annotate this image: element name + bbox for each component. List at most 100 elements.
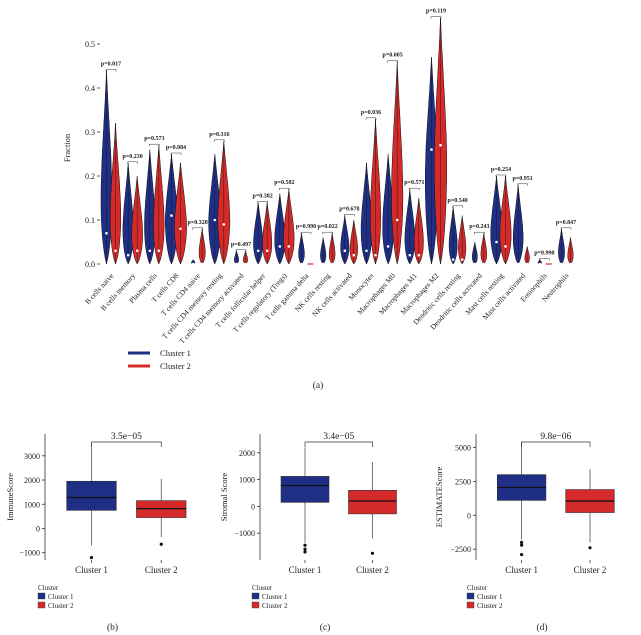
violin-cluster-2	[567, 237, 574, 266]
p-value-label: p=0.084	[166, 145, 186, 151]
y-tick-label: 1000	[24, 500, 40, 509]
p-value-bracket	[214, 139, 225, 142]
x-tick-label: Cluster 1	[75, 565, 108, 575]
p-value-bracket	[452, 205, 463, 208]
legend-swatch	[466, 601, 475, 609]
violin-cluster-2	[243, 250, 248, 266]
p-value-label: p=0.017	[101, 61, 121, 67]
outlier-point	[159, 542, 163, 546]
p-value-label: p=0.036	[361, 110, 381, 116]
legend-label: Cluster 1	[262, 593, 288, 601]
violin-cluster-1	[100, 70, 113, 265]
p-value-bracket	[127, 161, 138, 164]
violin-cluster-2	[109, 123, 122, 265]
violin-cluster-2-median	[265, 249, 269, 253]
violin-cluster-2-median	[352, 253, 356, 257]
y-tick-label: −2500	[450, 545, 471, 554]
y-tick-label: 0	[36, 525, 40, 534]
outlier-point	[370, 551, 375, 555]
y-tick-label: 1000	[239, 476, 255, 485]
box-cluster-1	[496, 442, 547, 557]
outlier-point	[303, 543, 307, 547]
violin-cluster-1-median	[365, 249, 368, 253]
violin-cluster-1-median	[516, 262, 520, 266]
x-tick-label: Cluster 1	[289, 565, 322, 575]
legend-label-cluster-2: Cluster 2	[160, 361, 191, 371]
violin-cluster-2	[262, 202, 273, 265]
violin-cluster-2-median	[200, 262, 204, 266]
legend-label: Cluster 1	[477, 593, 503, 601]
box-body	[348, 489, 397, 515]
p-value-bracket	[365, 117, 377, 120]
p-value-label: p=0.254	[491, 167, 511, 173]
y-tick-label: 0.1	[85, 216, 95, 225]
p-value-label: 3.4e−05	[323, 432, 354, 442]
violin-chart-panel-a: 0.0 0.1 0.2 0.3 0.4 0.5 Fraction p=0.017 p=0.2…	[62, 9, 576, 391]
violin-cluster-1	[234, 250, 239, 266]
significance-bracket	[521, 441, 591, 447]
violin-cluster-2	[370, 118, 381, 265]
legend-title: Cluster	[38, 584, 59, 592]
violin-cluster-1-median	[235, 262, 238, 266]
y-tick-label: 3000	[24, 452, 40, 461]
y-tick-label: 2000	[24, 476, 40, 485]
panel-label-a: (a)	[313, 380, 324, 391]
outlier-point	[520, 543, 524, 547]
y-tick-label: 0.3	[85, 128, 95, 137]
y-axis-label: ESTIMATEScore	[434, 467, 444, 528]
violin-cluster-2-median	[439, 143, 442, 147]
legend-swatch	[251, 592, 260, 600]
violin-cluster-1-median	[430, 148, 433, 151]
violin-cluster-2-median	[460, 258, 464, 261]
violin-cluster-2-median	[525, 262, 529, 266]
violin-cluster-2	[524, 246, 530, 266]
violin-cluster-1	[537, 259, 542, 266]
violin-cluster-1	[448, 206, 458, 265]
y-tick-label: −1000	[234, 529, 255, 538]
y-tick-label: 0.4	[85, 84, 95, 93]
significance-bracket	[91, 441, 162, 447]
violin-cluster-1	[404, 189, 416, 265]
y-tick-label: −1000	[19, 549, 40, 558]
y-tick-label: 5000	[455, 444, 471, 453]
violin-cluster-1-median	[256, 249, 260, 253]
violin-cluster-2-median	[222, 223, 226, 226]
p-value-bracket	[300, 231, 312, 235]
p-value-bracket	[344, 214, 355, 217]
violin-cluster-2	[499, 175, 512, 265]
violin-cluster-2	[349, 219, 358, 265]
y-tick-label: 0	[467, 511, 471, 520]
p-value-bracket	[279, 187, 290, 191]
violin-cluster-1-median	[191, 262, 195, 266]
p-value-label: p=0.571	[404, 180, 424, 186]
violin-cluster-1-median	[170, 214, 173, 217]
p-value-label: p=0.847	[556, 220, 576, 226]
box-cluster-2	[565, 469, 615, 550]
violin-cluster-2	[391, 61, 404, 265]
outlier-point	[303, 547, 307, 551]
p-value-label: p=0.990	[296, 224, 316, 230]
violin-cluster-1	[191, 259, 196, 266]
y-axis-label: Fraction	[62, 133, 72, 162]
p-value-label: p=0.230	[123, 154, 143, 160]
violin-cluster-1	[253, 202, 264, 265]
violin-cluster-2-median	[395, 218, 399, 222]
box-body	[66, 480, 117, 511]
p-value-label: p=0.678	[339, 207, 359, 213]
violins	[100, 17, 574, 266]
legend-label-cluster-1: Cluster 1	[160, 348, 191, 358]
p-value-label: p=0.582	[274, 180, 294, 186]
legend-swatch	[466, 592, 475, 600]
legend-swatch	[37, 592, 46, 600]
y-tick-label: 2500	[455, 477, 471, 486]
box-body	[280, 476, 330, 503]
violin-cluster-1	[320, 237, 327, 266]
legend-label: Cluster 2	[477, 602, 503, 610]
p-value-bracket	[560, 227, 572, 230]
outlier-point	[303, 550, 307, 554]
p-value-label: p=0.382	[253, 193, 273, 199]
p-value-label: 9.8e−06	[540, 432, 571, 442]
y-tick-label: 2000	[239, 449, 255, 458]
p-value-bracket	[192, 227, 203, 230]
